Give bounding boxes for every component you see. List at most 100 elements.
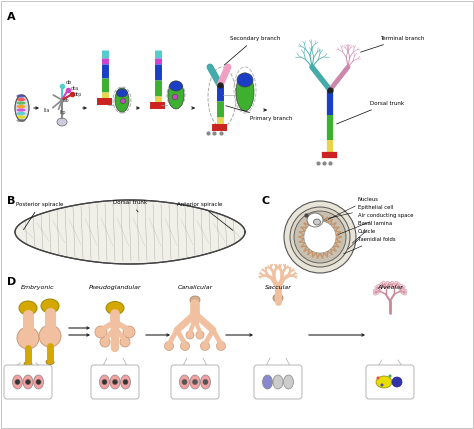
Text: Nucleus: Nucleus xyxy=(321,197,379,223)
Circle shape xyxy=(385,283,390,287)
Circle shape xyxy=(380,283,383,286)
Circle shape xyxy=(123,380,128,384)
FancyBboxPatch shape xyxy=(171,365,219,399)
Text: Anterior spiracle: Anterior spiracle xyxy=(177,202,233,230)
Text: db: db xyxy=(66,80,72,85)
Circle shape xyxy=(390,283,394,287)
Text: Cuticle: Cuticle xyxy=(348,229,376,249)
Circle shape xyxy=(100,337,110,347)
Circle shape xyxy=(395,281,398,284)
Text: Dorsal trunk: Dorsal trunk xyxy=(113,200,147,212)
Circle shape xyxy=(373,290,376,293)
Circle shape xyxy=(388,283,392,286)
Ellipse shape xyxy=(34,375,44,389)
Ellipse shape xyxy=(263,375,273,389)
Text: Embryonic: Embryonic xyxy=(21,285,55,290)
Ellipse shape xyxy=(283,375,293,389)
Circle shape xyxy=(397,283,400,286)
Ellipse shape xyxy=(190,375,200,389)
Ellipse shape xyxy=(46,360,54,365)
FancyBboxPatch shape xyxy=(254,365,302,399)
FancyBboxPatch shape xyxy=(366,365,414,399)
Ellipse shape xyxy=(180,375,190,389)
Circle shape xyxy=(102,380,107,384)
Text: ltp: ltp xyxy=(60,110,66,115)
Circle shape xyxy=(399,286,403,291)
Circle shape xyxy=(294,211,346,263)
Text: A: A xyxy=(7,12,16,22)
Circle shape xyxy=(389,283,392,286)
Ellipse shape xyxy=(15,95,29,121)
Circle shape xyxy=(381,384,383,387)
Circle shape xyxy=(95,326,107,338)
Circle shape xyxy=(382,283,386,287)
Text: sb: sb xyxy=(64,98,70,103)
Text: Primary branch: Primary branch xyxy=(226,106,292,121)
Circle shape xyxy=(112,380,118,384)
Ellipse shape xyxy=(39,325,61,347)
Circle shape xyxy=(402,286,405,289)
Text: lta: lta xyxy=(44,108,50,113)
Ellipse shape xyxy=(376,376,392,388)
Circle shape xyxy=(377,284,380,287)
Circle shape xyxy=(374,290,379,294)
Text: dta: dta xyxy=(71,86,79,91)
Ellipse shape xyxy=(17,327,39,349)
Ellipse shape xyxy=(106,302,124,314)
Circle shape xyxy=(192,380,198,384)
Text: Secondary branch: Secondary branch xyxy=(224,36,280,65)
Circle shape xyxy=(389,375,392,378)
Ellipse shape xyxy=(17,119,26,122)
Ellipse shape xyxy=(392,377,402,387)
Circle shape xyxy=(120,337,130,347)
Ellipse shape xyxy=(17,115,26,118)
Circle shape xyxy=(201,341,210,350)
Ellipse shape xyxy=(41,299,59,313)
Ellipse shape xyxy=(190,296,200,304)
Circle shape xyxy=(404,290,407,293)
Ellipse shape xyxy=(168,81,184,109)
Ellipse shape xyxy=(236,73,254,111)
Ellipse shape xyxy=(17,98,26,101)
Text: Basal lamina: Basal lamina xyxy=(352,221,392,243)
Circle shape xyxy=(186,331,194,339)
Text: Pseudoglandular: Pseudoglandular xyxy=(89,285,141,290)
Circle shape xyxy=(203,380,208,384)
Ellipse shape xyxy=(24,362,32,366)
Circle shape xyxy=(382,281,385,284)
Text: Canalicular: Canalicular xyxy=(177,285,213,290)
Text: Posterior spiracle: Posterior spiracle xyxy=(16,202,64,230)
Ellipse shape xyxy=(17,94,26,98)
Text: Taenidial folds: Taenidial folds xyxy=(344,237,396,254)
Ellipse shape xyxy=(117,89,128,97)
Circle shape xyxy=(172,94,178,100)
Ellipse shape xyxy=(115,88,129,112)
Ellipse shape xyxy=(170,81,182,91)
Text: Alveolar: Alveolar xyxy=(377,285,403,290)
Ellipse shape xyxy=(307,213,323,227)
Circle shape xyxy=(182,380,187,384)
Ellipse shape xyxy=(110,375,120,389)
Circle shape xyxy=(304,221,336,253)
Circle shape xyxy=(376,377,380,380)
Ellipse shape xyxy=(273,375,283,389)
Text: Epithelial cell: Epithelial cell xyxy=(324,205,393,219)
FancyBboxPatch shape xyxy=(91,365,139,399)
Circle shape xyxy=(181,341,190,350)
Ellipse shape xyxy=(120,375,130,389)
Circle shape xyxy=(386,281,389,284)
Ellipse shape xyxy=(12,375,22,389)
Circle shape xyxy=(290,207,350,267)
Circle shape xyxy=(26,380,30,384)
Circle shape xyxy=(196,331,204,339)
Ellipse shape xyxy=(17,112,26,115)
Ellipse shape xyxy=(201,375,210,389)
Circle shape xyxy=(375,286,378,289)
Polygon shape xyxy=(15,200,245,264)
Circle shape xyxy=(123,326,135,338)
Circle shape xyxy=(403,292,407,295)
Circle shape xyxy=(217,341,226,350)
Circle shape xyxy=(376,286,381,291)
Ellipse shape xyxy=(273,294,283,302)
Text: Dorsal trunk: Dorsal trunk xyxy=(337,101,404,124)
